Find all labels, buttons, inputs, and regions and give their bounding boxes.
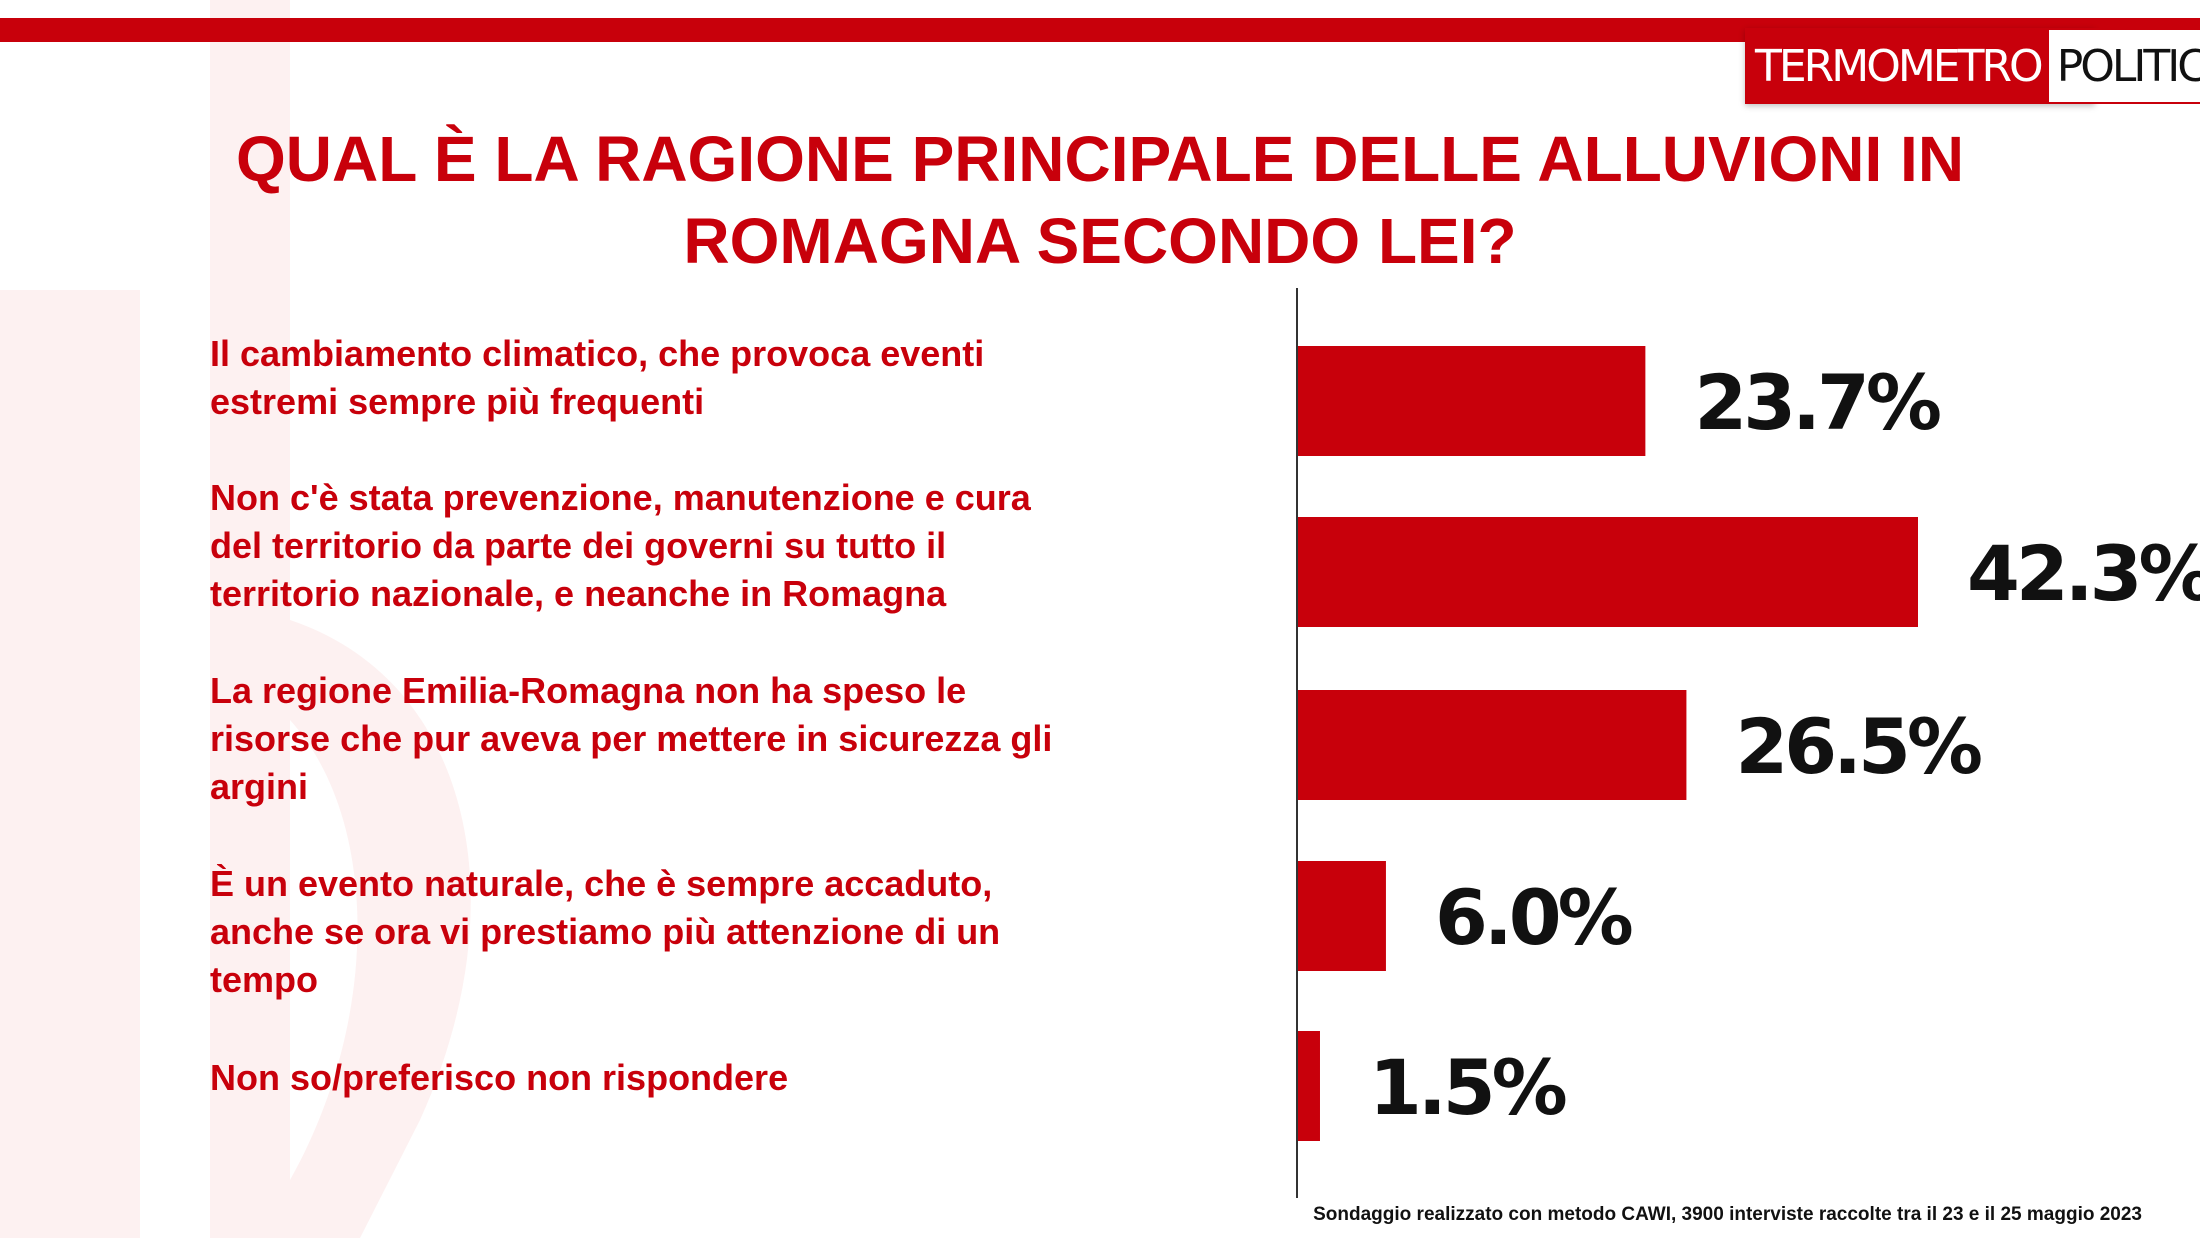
category-label-4-line-3: tempo: [210, 959, 318, 1000]
bar-3: [1298, 690, 1687, 800]
category-label-1-line-2: estremi sempre più frequenti: [210, 381, 705, 422]
value-label-2: 42.3%: [1967, 529, 2200, 618]
category-label-2-line-2: del territorio da parte dei governi su t…: [210, 525, 947, 566]
title-line-2: ROMAGNA SECONDO LEI?: [683, 205, 1517, 277]
category-label-1: Il cambiamento climatico, che provoca ev…: [210, 330, 1240, 426]
survey-footnote: Sondaggio realizzato con metodo CAWI, 39…: [1313, 1204, 2142, 1225]
logo-text-right: POLITICO: [2048, 28, 2200, 104]
bar-5: [1298, 1031, 1320, 1141]
logo-text-left: TERMOMETRO: [1745, 28, 2049, 104]
value-label-3: 26.5%: [1735, 702, 1981, 791]
category-label-4: È un evento naturale, che è sempre accad…: [210, 860, 1240, 1004]
category-label-3-line-3: argini: [210, 766, 309, 807]
bar-2: [1298, 517, 1918, 627]
bar-1: [1298, 346, 1646, 456]
category-label-2-line-3: territorio nazionale, e neanche in Romag…: [210, 573, 947, 614]
category-label-2-line-1: Non c'è stata prevenzione, manutenzione …: [210, 477, 1031, 518]
title-line-1: QUAL È LA RAGIONE PRINCIPALE DELLE ALLUV…: [235, 123, 1965, 195]
category-label-2: Non c'è stata prevenzione, manutenzione …: [210, 474, 1240, 618]
value-label-1: 23.7%: [1694, 358, 1940, 447]
value-label-5: 1.5%: [1369, 1043, 1566, 1132]
category-label-4-line-1: È un evento naturale, che è sempre accad…: [210, 863, 993, 904]
chart-title: QUAL È LA RAGIONE PRINCIPALE DELLE ALLUV…: [140, 118, 2060, 282]
value-label-4: 6.0%: [1435, 873, 1632, 962]
category-label-3-line-2: risorse che pur aveva per mettere in sic…: [210, 718, 1053, 759]
category-label-5-line-1: Non so/preferisco non rispondere: [210, 1057, 789, 1098]
brand-logo: TERMOMETRO POLITICO: [1745, 28, 2200, 104]
category-label-4-line-2: anche se ora vi prestiamo più attenzione…: [210, 911, 1001, 952]
category-label-3: La regione Emilia-Romagna non ha speso l…: [210, 667, 1240, 811]
category-label-1-line-1: Il cambiamento climatico, che provoca ev…: [210, 333, 985, 374]
category-label-3-line-1: La regione Emilia-Romagna non ha speso l…: [210, 670, 967, 711]
category-label-5: Non so/preferisco non rispondere: [210, 1054, 1240, 1102]
bar-4: [1298, 861, 1386, 971]
